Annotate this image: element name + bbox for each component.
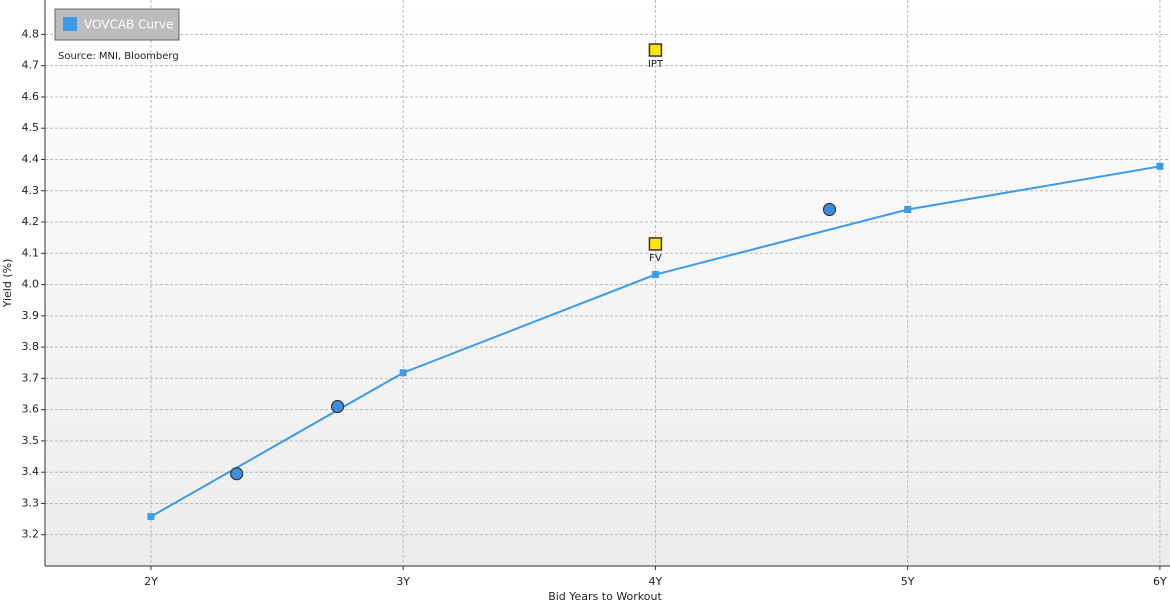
source-note: Source: MNI, Bloomberg [58, 51, 179, 62]
y-tick-label: 3.4 [22, 465, 40, 478]
bond-point [230, 467, 244, 481]
y-tick-label: 4.2 [22, 215, 40, 228]
line-point [399, 369, 407, 377]
x-tick-label: 6Y [1153, 575, 1167, 588]
y-tick-label: 3.9 [22, 309, 40, 322]
line-point [1156, 162, 1164, 170]
y-tick-label: 4.7 [22, 59, 40, 72]
y-tick-label: 3.5 [22, 434, 40, 447]
x-axis-label: Bid Years to Workout [548, 590, 662, 603]
marker-label: FV [649, 253, 662, 264]
y-tick-label: 3.7 [22, 371, 40, 384]
y-tick-label: 4.4 [22, 152, 40, 165]
line-point [651, 271, 659, 279]
marker-label: IPT [648, 59, 664, 70]
price-marker [648, 237, 663, 251]
y-tick-label: 3.8 [22, 340, 40, 353]
x-tick-label: 4Y [649, 575, 663, 588]
legend: VOVCAB Curve [54, 8, 180, 41]
y-tick-label: 3.6 [22, 403, 40, 416]
line-point [904, 206, 912, 214]
line-point [147, 513, 155, 521]
bond-point [331, 399, 345, 414]
x-tick-label: 5Y [901, 575, 915, 588]
y-axis-label: Yield (%) [1, 259, 14, 309]
y-tick-label: 4.5 [22, 121, 40, 134]
y-tick-label: 4.8 [22, 27, 40, 40]
y-tick-label: 3.3 [22, 496, 40, 509]
y-tick-label: 4.6 [22, 90, 40, 103]
legend-swatch [63, 17, 77, 31]
y-tick-label: 4.1 [22, 246, 40, 259]
y-tick-label: 4.3 [22, 184, 40, 197]
x-tick-label: 2Y [144, 575, 158, 588]
bond-point [822, 202, 837, 217]
legend-label: VOVCAB Curve [84, 18, 173, 32]
x-tick-label: 3Y [396, 575, 410, 588]
y-tick-label: 4.0 [22, 278, 40, 291]
price-marker [648, 43, 663, 57]
y-tick-label: 3.2 [22, 528, 40, 541]
